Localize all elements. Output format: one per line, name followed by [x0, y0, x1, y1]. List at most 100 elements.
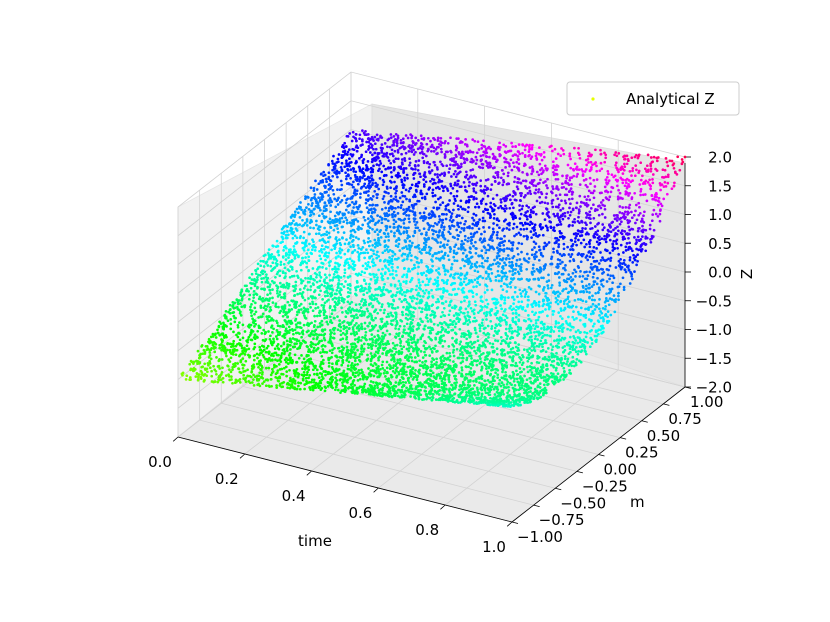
scatter-point [515, 377, 519, 381]
scatter-point [391, 293, 395, 297]
scatter-point [261, 338, 265, 342]
scatter-point [531, 310, 534, 314]
scatter-point [494, 358, 498, 362]
scatter-point [240, 305, 244, 309]
scatter-point [255, 352, 259, 356]
scatter-point [339, 329, 342, 333]
scatter-point [544, 291, 548, 295]
scatter-point [349, 376, 353, 380]
scatter-point [463, 315, 467, 318]
scatter-point [527, 338, 531, 342]
scatter-point [577, 336, 581, 340]
scatter-point [427, 377, 431, 381]
scatter-point [234, 344, 238, 348]
scatter-point [363, 321, 367, 325]
scatter-point [542, 375, 546, 379]
scatter-point [228, 307, 232, 311]
scatter-point [243, 346, 246, 350]
scatter-point [275, 319, 278, 323]
scatter-point [381, 267, 384, 271]
scatter-point [467, 391, 471, 395]
scatter-point [360, 352, 364, 356]
scatter-point [399, 282, 402, 286]
scatter-point [220, 338, 223, 341]
scatter-point [245, 287, 249, 291]
scatter-point [241, 323, 245, 327]
scatter-point [412, 376, 416, 379]
scatter-point [207, 356, 211, 359]
scatter-point [460, 366, 464, 369]
scatter-point [507, 296, 510, 299]
scatter-point [455, 338, 458, 342]
scatter-point [327, 361, 331, 365]
scatter-point [430, 360, 433, 364]
scatter-point [413, 390, 417, 394]
scatter-point [459, 310, 463, 314]
scatter-point [384, 346, 387, 350]
scatter-point [526, 365, 529, 369]
scatter-point [256, 285, 259, 289]
scatter-point [445, 289, 449, 293]
scatter-point [405, 354, 409, 357]
scatter-point [322, 308, 325, 312]
scatter-point [397, 256, 400, 260]
scatter-point [447, 376, 451, 379]
scatter-point [270, 317, 274, 320]
scatter-point [414, 369, 417, 372]
scatter-point [250, 303, 253, 306]
scatter-point [469, 367, 473, 370]
scatter-point [399, 286, 402, 290]
scatter-point [348, 257, 352, 261]
scatter-point [363, 310, 366, 314]
scatter-point [268, 288, 271, 292]
scatter-point [268, 297, 272, 300]
scatter-point [355, 386, 359, 390]
scatter-point [295, 269, 298, 273]
scatter-point [328, 315, 332, 319]
scatter-point [196, 377, 200, 381]
scatter-point [526, 359, 530, 363]
scatter-point [385, 320, 389, 324]
scatter-point [329, 319, 333, 322]
scatter-point [433, 389, 437, 393]
scatter-point [330, 291, 333, 295]
scatter-point [467, 300, 471, 304]
scatter-point [260, 344, 264, 348]
scatter-point [335, 367, 338, 371]
scatter-point [473, 278, 477, 282]
scatter-point [486, 370, 489, 374]
scatter-point [283, 352, 286, 356]
scatter-point [508, 393, 512, 397]
scatter-point [463, 322, 467, 325]
scatter-point [476, 280, 479, 284]
scatter-point [415, 378, 419, 382]
scatter-point [530, 338, 533, 342]
scatter-point [509, 280, 513, 284]
scatter-point [321, 328, 324, 332]
scatter-point [450, 306, 454, 309]
scatter-point [311, 282, 315, 285]
scatter-point [341, 331, 345, 335]
scatter-point [269, 377, 273, 381]
scatter-point [325, 289, 328, 293]
scatter-point [476, 339, 480, 343]
scatter-point [321, 343, 325, 347]
scatter-point [342, 324, 346, 328]
scatter-point [576, 341, 580, 345]
scatter-point [389, 283, 393, 286]
scatter-point [460, 368, 464, 372]
scatter-point [278, 331, 282, 334]
scatter-point [307, 329, 310, 333]
scatter-point [357, 369, 361, 372]
scatter-point [401, 313, 405, 317]
scatter-point [377, 255, 381, 258]
scatter-point [233, 301, 237, 305]
scatter-point [580, 349, 584, 352]
scatter-point [248, 276, 251, 280]
scatter-point [528, 365, 532, 368]
scatter-point [452, 314, 456, 317]
scatter-point [362, 347, 366, 351]
scatter-point [272, 337, 275, 341]
scatter-point [346, 286, 350, 290]
scatter-point [509, 285, 513, 289]
